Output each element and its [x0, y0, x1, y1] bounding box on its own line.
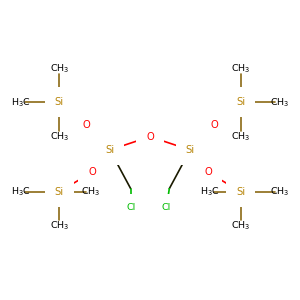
Text: CH$_3$: CH$_3$ — [50, 220, 69, 232]
Text: O: O — [210, 120, 218, 130]
Text: CH$_3$: CH$_3$ — [231, 220, 250, 232]
Text: O: O — [88, 167, 96, 177]
Text: Si: Si — [186, 145, 195, 155]
Text: Si: Si — [55, 98, 64, 107]
Text: Si: Si — [105, 145, 114, 155]
Text: CH$_3$: CH$_3$ — [50, 130, 69, 143]
Text: O: O — [146, 132, 154, 142]
Text: O: O — [82, 120, 90, 130]
Text: Si: Si — [236, 98, 245, 107]
Text: CH$_3$: CH$_3$ — [81, 185, 100, 198]
Text: Si: Si — [55, 187, 64, 196]
Text: Cl: Cl — [126, 203, 135, 212]
Text: CH$_3$: CH$_3$ — [231, 62, 250, 74]
Text: CH$_3$: CH$_3$ — [50, 62, 69, 74]
Text: CH$_3$: CH$_3$ — [269, 96, 289, 109]
Text: Si: Si — [236, 187, 245, 196]
Text: CH$_3$: CH$_3$ — [231, 130, 250, 143]
Text: H$_3$C: H$_3$C — [200, 185, 219, 198]
Text: H$_3$C: H$_3$C — [11, 185, 31, 198]
Text: CH$_3$: CH$_3$ — [269, 185, 289, 198]
Text: O: O — [204, 167, 212, 177]
Text: H$_3$C: H$_3$C — [11, 96, 31, 109]
Text: Cl: Cl — [162, 203, 171, 212]
